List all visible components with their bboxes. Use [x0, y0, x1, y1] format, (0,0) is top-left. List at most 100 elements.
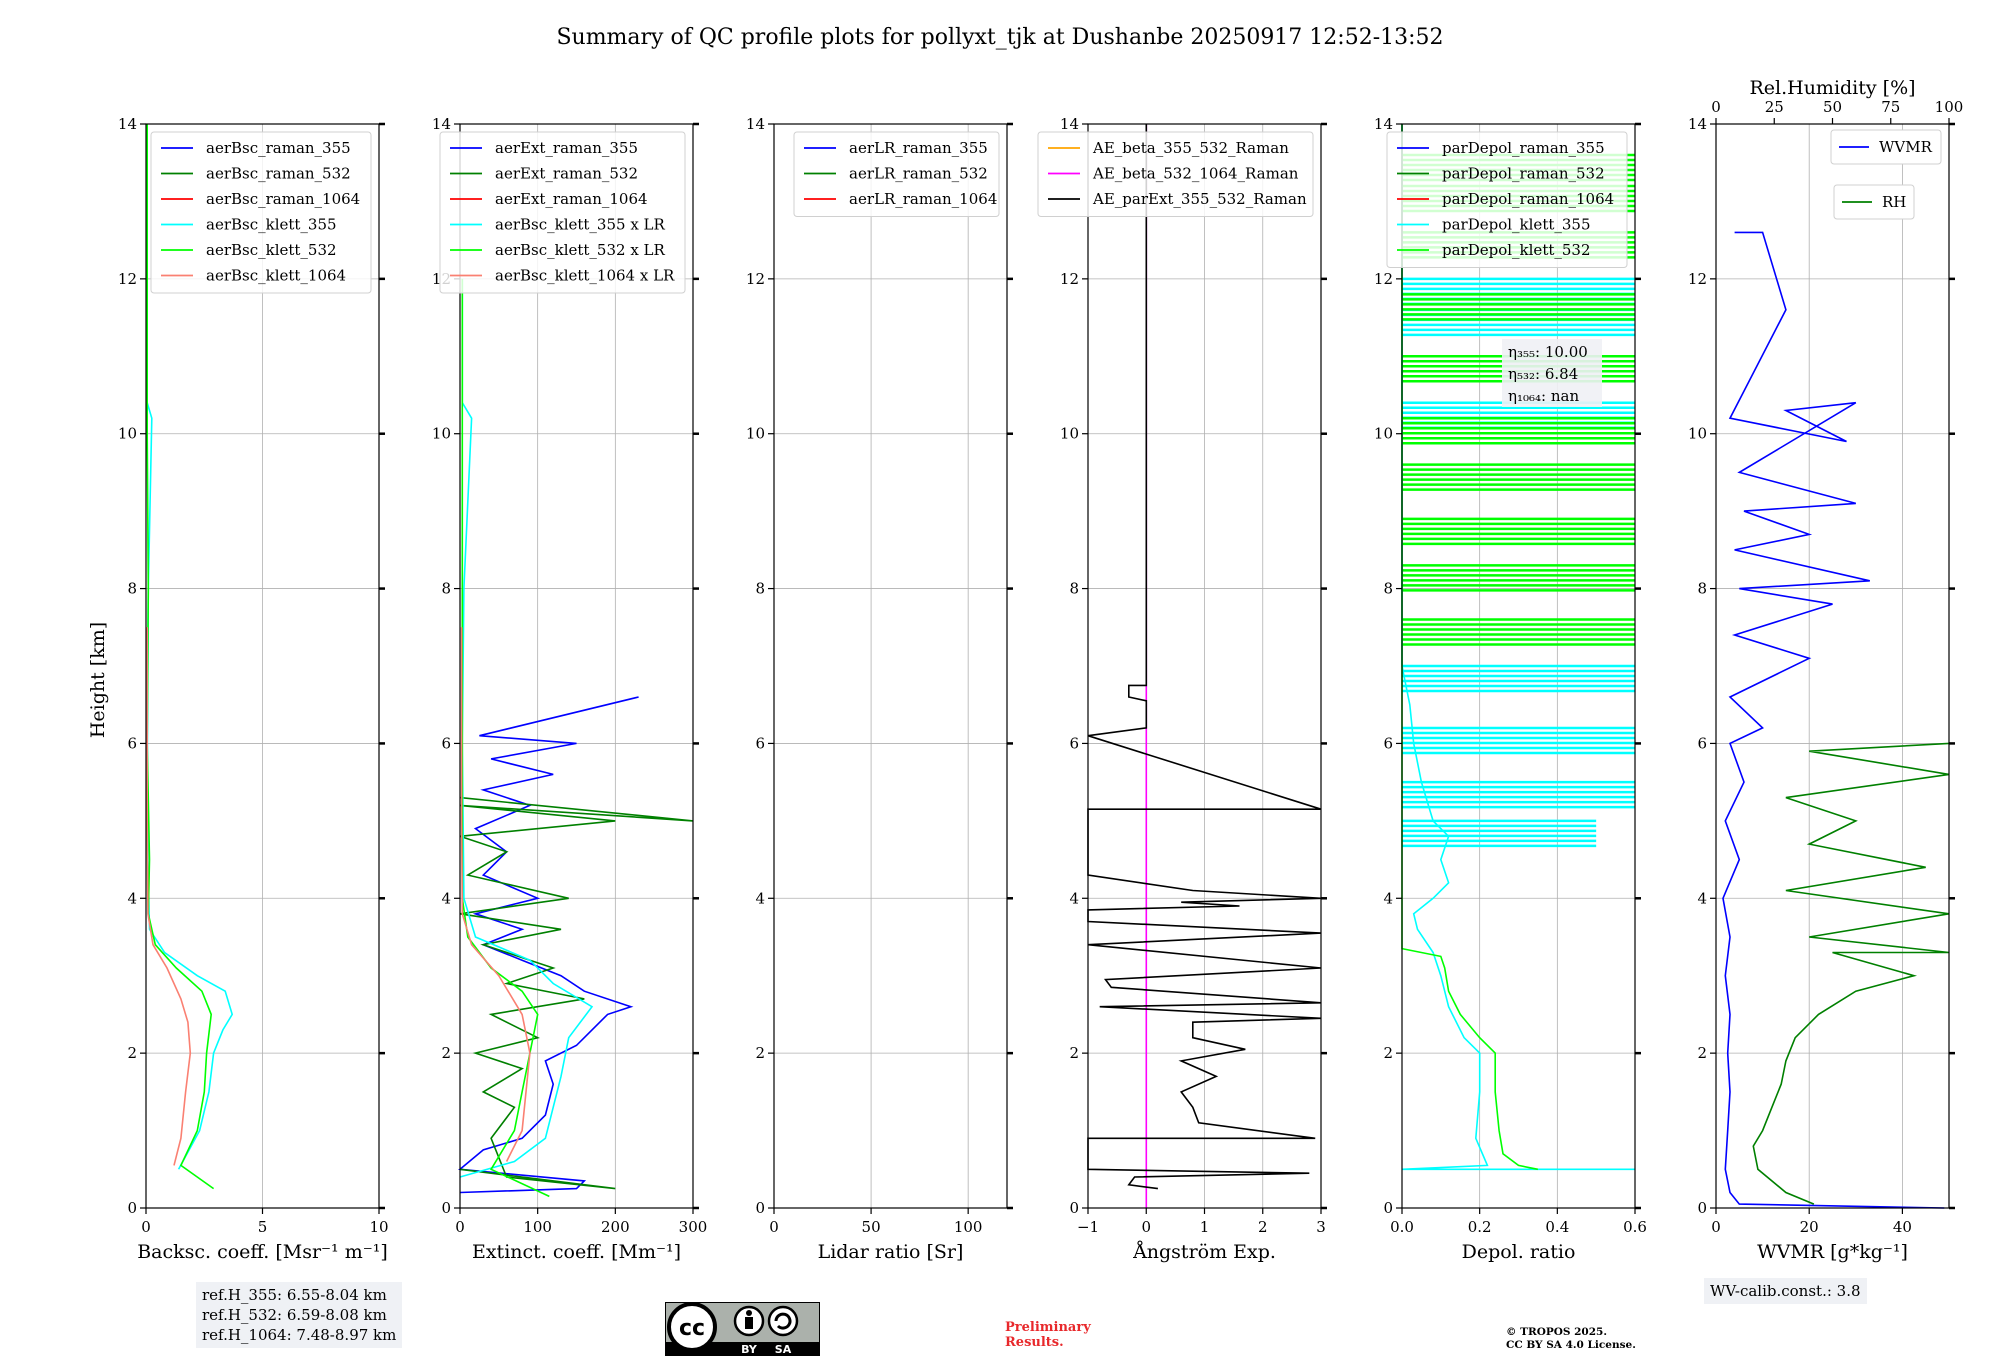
x-tick-label: 0	[455, 1218, 465, 1236]
y-tick-label: 8	[1697, 580, 1707, 598]
legend-box	[1037, 131, 1314, 217]
cc-by-text: BY	[741, 1343, 758, 1356]
axes-frame	[1401, 123, 1636, 1209]
y-tick-label: 14	[118, 115, 137, 133]
panel-5: 0 2 4 6 8 10 12 14 0.0 0.2 0.4 0.6 Depol. ratio parDe…	[1374, 115, 1647, 1263]
x-tick-label: 5	[258, 1218, 268, 1236]
x-tick-label: 10	[369, 1218, 388, 1236]
series-line-3	[459, 278, 594, 1178]
preliminary-notice: Preliminary Results.	[1005, 1320, 1091, 1350]
y-tick-label: 14	[1688, 115, 1707, 133]
x-tick-label: 100	[523, 1218, 552, 1236]
y-axis-label: Height [km]	[87, 622, 109, 738]
eta-annotation: η₅₃₂: 6.84	[1508, 365, 1578, 383]
legend-box	[150, 131, 372, 294]
y-tick-label: 10	[1374, 425, 1393, 443]
y-tick-label: 2	[1069, 1044, 1079, 1062]
legend-entry: aerBsc_raman_1064	[206, 190, 360, 208]
y-tick-label: 12	[118, 270, 137, 288]
legend-entry: AE_parExt_355_532_Raman	[1092, 190, 1307, 208]
x-tick-label: 40	[1893, 1218, 1912, 1236]
y-tick-label: 4	[755, 889, 765, 907]
cc-icon	[667, 1302, 717, 1352]
legend-entry: parDepol_raman_532	[1442, 165, 1605, 183]
legend-entry: aerBsc_klett_532 x LR	[495, 241, 666, 259]
legend-box	[1830, 129, 1942, 165]
eta-box	[1502, 339, 1602, 407]
x-tick-label: 200	[601, 1218, 630, 1236]
preliminary-line-2: Results.	[1005, 1335, 1064, 1350]
figure-title: Summary of QC profile plots for pollyxt_…	[556, 25, 1443, 50]
y-tick-label: 14	[432, 115, 451, 133]
legend-entry: aerLR_raman_1064	[849, 190, 997, 208]
y-tick-label: 10	[118, 425, 137, 443]
legend-entry: parDepol_klett_355	[1442, 216, 1591, 234]
y-tick-label: 10	[432, 425, 451, 443]
y-tick-label: 8	[441, 580, 451, 598]
y-tick-label: 4	[1383, 889, 1393, 907]
legend-entry: aerBsc_klett_355	[206, 216, 337, 234]
legend-box	[439, 131, 686, 294]
legend-box	[793, 131, 1000, 217]
ref-height-355: ref.H_355: 6.55-8.04 km	[202, 1286, 387, 1304]
x-tick-label: 100	[954, 1218, 983, 1236]
series-line-0	[458, 696, 639, 1194]
ref-height-1064: ref.H_1064: 7.48-8.97 km	[202, 1326, 397, 1344]
y-tick-label: 6	[1697, 734, 1707, 752]
ref-height-532: ref.H_532: 6.59-8.08 km	[202, 1306, 387, 1324]
y-tick-label: 8	[1069, 580, 1079, 598]
x-tick-label: 50	[862, 1218, 881, 1236]
x-tick-label: 0	[141, 1218, 151, 1236]
y-tick-label: 6	[441, 734, 451, 752]
y-tick-label: 12	[1060, 270, 1079, 288]
x-tick-label: 0.0	[1390, 1218, 1414, 1236]
legend-entry: aerExt_raman_1064	[495, 190, 648, 208]
y-tick-label: 0	[1383, 1199, 1393, 1217]
y-tick-label: 4	[1697, 889, 1707, 907]
legend-entry: aerExt_raman_355	[495, 139, 638, 157]
preliminary-line-1: Preliminary	[1005, 1320, 1091, 1335]
reference-heights-box: ref.H_355: 6.55-8.04 km ref.H_532: 6.59-…	[196, 1282, 403, 1348]
x-tick-label: 2	[1258, 1218, 1268, 1236]
legend-entry: aerExt_raman_532	[495, 165, 638, 183]
legend-entry: aerLR_raman_532	[849, 165, 988, 183]
legend-entry: parDepol_raman_355	[1442, 139, 1605, 157]
x-tick-label: 0.6	[1623, 1218, 1647, 1236]
x-tick-label: 0.2	[1468, 1218, 1492, 1236]
y-tick-label: 2	[755, 1044, 765, 1062]
legend-entry: aerBsc_raman_532	[206, 165, 351, 183]
x-tick-label: 20	[1800, 1218, 1819, 1236]
x2-tick-label: 25	[1765, 98, 1784, 116]
x2-tick-label: 50	[1823, 98, 1842, 116]
x-tick-label: 0	[1141, 1218, 1151, 1236]
x-axis-label: Ångström Exp.	[1132, 1241, 1276, 1263]
legend-box	[1833, 184, 1915, 220]
eta-annotation: η₃₅₅: 10.00	[1508, 343, 1588, 361]
y-tick-label: 6	[1383, 734, 1393, 752]
axes-frame	[1715, 123, 1950, 1209]
legend-entry: parDepol_raman_1064	[1442, 190, 1614, 208]
x-tick-label: 0	[769, 1218, 779, 1236]
legend-entry: parDepol_klett_532	[1442, 241, 1591, 259]
cc-by-sa-badge: cc BY SA	[665, 1302, 820, 1356]
copyright-notice: © TROPOS 2025. CC BY SA 4.0 License.	[1506, 1326, 1636, 1352]
x-tick-label: 1	[1200, 1218, 1210, 1236]
cc-sa-text: SA	[775, 1343, 792, 1356]
panel-2: 024681012140100200300Extinct. coeff. [Mm…	[432, 115, 707, 1263]
y-tick-label: 14	[1374, 115, 1393, 133]
x2-tick-label: 0	[1711, 98, 1721, 116]
y-tick-label: 4	[127, 889, 137, 907]
y-tick-label: 2	[1383, 1044, 1393, 1062]
legend-entry: aerLR_raman_355	[849, 139, 988, 157]
x-axis-label: Depol. ratio	[1462, 1241, 1576, 1263]
x2-tick-label: 75	[1881, 98, 1900, 116]
y-tick-label: 14	[746, 115, 765, 133]
y-tick-label: 12	[746, 270, 765, 288]
series-line-1	[459, 796, 694, 1190]
series-line-3	[1401, 124, 1635, 1171]
svg-text:cc: cc	[679, 1316, 705, 1341]
y-tick-label: 0	[127, 1199, 137, 1217]
series-line-1	[1752, 742, 1950, 1205]
y-tick-label: 2	[127, 1044, 137, 1062]
